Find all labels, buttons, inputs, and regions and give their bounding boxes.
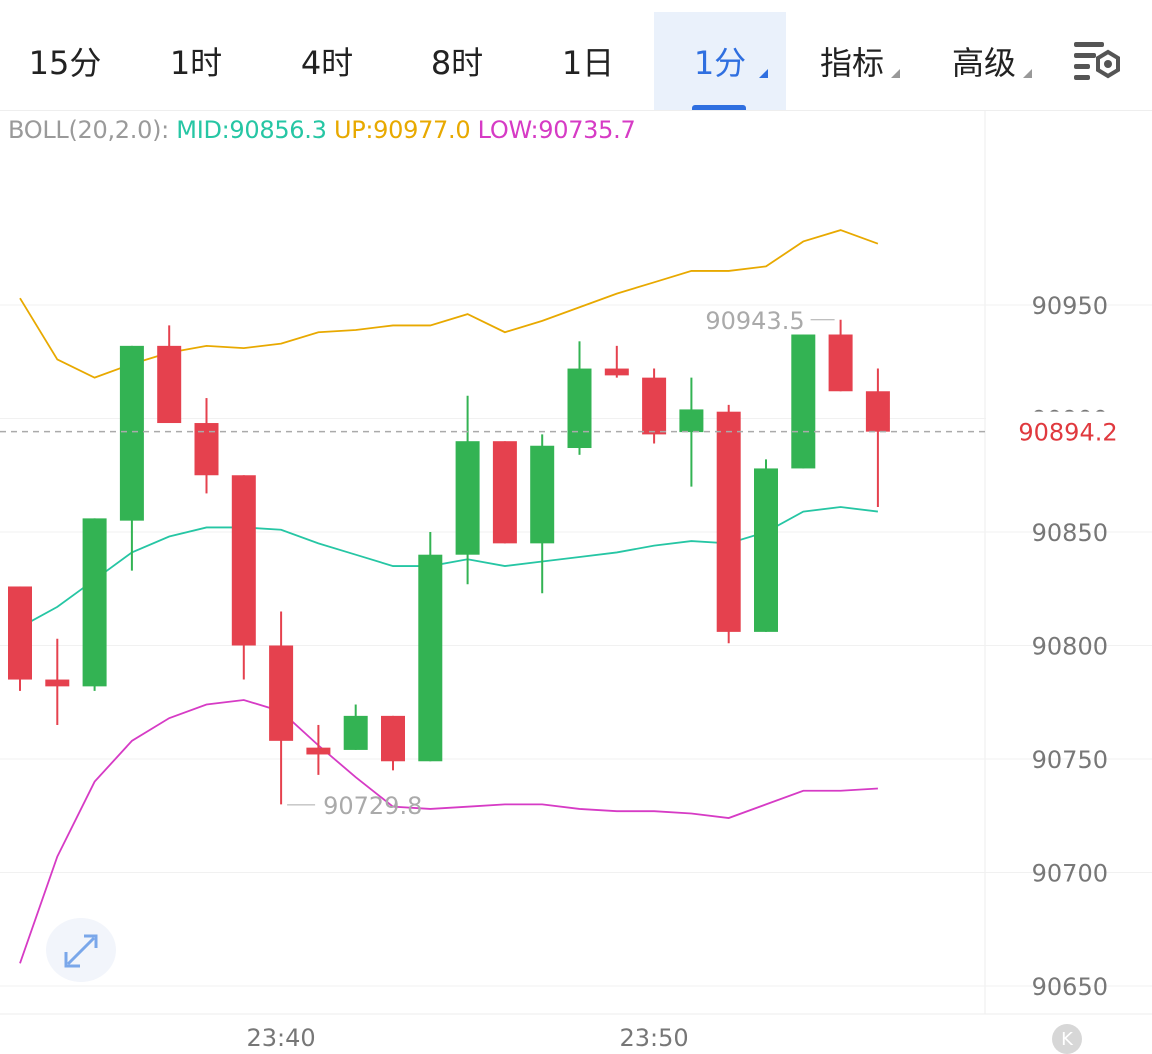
high-annotation-label: 90943.5 [705, 307, 804, 335]
tab-label: 指标 [819, 44, 884, 82]
k-line-toggle-button[interactable]: K [1052, 1024, 1082, 1054]
boll-up-value: UP:90977.0 [333, 116, 471, 144]
price-tick-label: 90750 [1032, 746, 1108, 774]
candle-body [306, 747, 331, 755]
candle-body [455, 441, 480, 555]
price-tick-label: 90800 [1032, 633, 1108, 661]
current-price-tag-bg [986, 411, 1152, 452]
tab-label: 4时 [300, 44, 354, 82]
boll-upper-line [19, 229, 879, 379]
candle-body [8, 586, 32, 680]
candle-body [567, 368, 592, 449]
boll-legend: BOLL(20,2.0): MID:90856.3 UP:90977.0 LOW… [8, 116, 636, 144]
price-tick-label: 90700 [1032, 860, 1108, 888]
current-price-label: 90894.2 [1018, 419, 1117, 447]
interval-tab-bar: 15分 1时 4时 8时 1日 1分 指标 高级 [0, 0, 1152, 110]
boll-mid-line [19, 506, 879, 629]
price-tick-label: 90850 [1032, 519, 1108, 547]
candle-body [828, 334, 853, 392]
price-tick-label: 90950 [1032, 292, 1108, 320]
tab-0[interactable]: 15分 [0, 12, 130, 110]
dropdown-triangle-icon [759, 69, 768, 78]
tab-5[interactable]: 1分 [654, 12, 786, 110]
tab-6[interactable]: 指标 [786, 12, 918, 110]
candle-body [492, 441, 517, 544]
tab-4[interactable]: 1日 [522, 12, 654, 110]
boll-mid-value: MID:90856.3 [176, 116, 327, 144]
candle-body [716, 411, 741, 632]
candle-body [82, 518, 107, 687]
candle-body [679, 409, 704, 433]
expand-icon [64, 934, 98, 968]
candle-body [269, 645, 294, 741]
tab-label: 1日 [561, 44, 615, 82]
chart-settings-button[interactable] [1070, 38, 1126, 84]
tab-label: 15分 [28, 44, 102, 82]
chart-settings-icon [1074, 42, 1120, 80]
candle-body [343, 715, 368, 750]
boll-low-value: LOW:90735.7 [477, 116, 636, 144]
tab-label: 1分 [693, 44, 747, 82]
candle-body [45, 679, 70, 687]
candle-body [791, 334, 816, 469]
candle-body [754, 468, 778, 632]
time-tick-label: 23:40 [247, 1024, 316, 1052]
boll-lower-line [19, 699, 878, 964]
candle-body [604, 368, 629, 376]
boll-name: BOLL(20,2.0): [8, 116, 169, 144]
time-tick-label: 23:50 [620, 1024, 689, 1052]
tab-7[interactable]: 高级 [918, 12, 1050, 110]
dropdown-triangle-icon [891, 69, 900, 78]
candle-body [157, 345, 182, 424]
candle-body [865, 391, 890, 432]
low-annotation-label: 90729.8 [323, 792, 422, 820]
header-divider [0, 110, 1152, 111]
tab-label: 高级 [951, 44, 1016, 82]
candle-body [119, 345, 144, 521]
dropdown-triangle-icon [1023, 69, 1032, 78]
candle-body [530, 445, 555, 544]
candle-body [381, 715, 405, 762]
candle-body [231, 475, 256, 646]
candle-body [194, 423, 219, 476]
active-tab-indicator [692, 105, 746, 110]
candle-body [642, 377, 667, 435]
expand-chart-button[interactable] [46, 918, 116, 982]
tab-2[interactable]: 4时 [262, 12, 392, 110]
tab-1[interactable]: 1时 [130, 12, 262, 110]
candle-body [418, 554, 443, 762]
tab-label: 1时 [169, 44, 223, 82]
tab-label: 8时 [430, 44, 484, 82]
tab-3[interactable]: 8时 [392, 12, 522, 110]
k-icon: K [1061, 1028, 1073, 1050]
price-tick-label: 90650 [1032, 973, 1108, 1001]
